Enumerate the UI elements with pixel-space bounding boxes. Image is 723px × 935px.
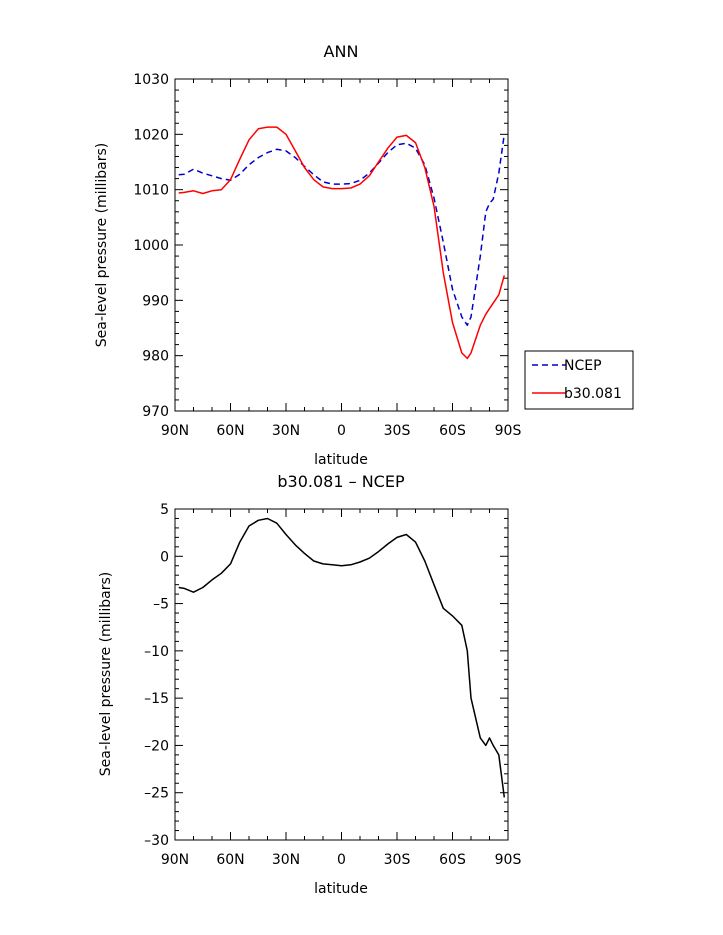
- chart-top: ANN 90N 60N 30N 0 30S 60S 90S 970 980 990 1000 1010…: [94, 42, 634, 468]
- chart-bottom: b30.081 – NCEP 90N 60N 30N 0 30S 60S 90S –30 –25…: [98, 472, 521, 897]
- bottom-y-tick-label: –25: [144, 786, 169, 802]
- top-y-tick-label: 1000: [133, 238, 169, 254]
- top-y-tick-label: 990: [142, 293, 169, 309]
- top-y-tick-label: 1020: [133, 127, 169, 143]
- bottom-chart-title: b30.081 – NCEP: [277, 472, 405, 491]
- bottom-x-axis-label: latitude: [314, 881, 368, 897]
- top-chart-title: ANN: [324, 42, 359, 61]
- bottom-x-tick-label: 60S: [439, 852, 466, 868]
- top-x-tick-label: 30N: [272, 423, 300, 439]
- bottom-y-tick-label: –5: [153, 597, 169, 613]
- bottom-y-tick-label: –30: [144, 833, 169, 849]
- legend-box: [524, 350, 634, 410]
- legend: NCEP b30.081: [524, 350, 634, 410]
- bottom-x-tick-label: 30N: [272, 852, 300, 868]
- top-x-tick-label: 60S: [439, 423, 466, 439]
- top-y-tick-label: 980: [142, 349, 169, 365]
- bottom-x-tick-label: 30S: [384, 852, 411, 868]
- top-series-line-b30-081: [178, 126, 506, 360]
- bottom-y-tick-label: –10: [144, 644, 169, 660]
- bottom-y-axis-label: Sea-level pressure (millibars): [98, 572, 114, 776]
- top-y-tick-label: 1030: [133, 72, 169, 88]
- legend-label-b30: b30.081: [564, 386, 622, 402]
- bottom-y-tick-label: 5: [160, 502, 169, 518]
- bottom-y-tick-label: –20: [144, 738, 169, 754]
- bottom-x-tick-label: 90S: [495, 852, 522, 868]
- bottom-x-tick-label: 90N: [161, 852, 189, 868]
- bottom-y-tick-label: 0: [160, 549, 169, 565]
- top-x-tick-label: 30S: [384, 423, 411, 439]
- bottom-y-tick-label: –15: [144, 691, 169, 707]
- bottom-series-line-difference: [178, 517, 506, 798]
- bottom-x-tick-label: 60N: [216, 852, 244, 868]
- top-y-tick-label: 970: [142, 404, 169, 420]
- bottom-series-lines: [178, 517, 506, 798]
- top-y-tick-label: 1010: [133, 183, 169, 199]
- top-plot-frame: [174, 78, 509, 412]
- top-x-tick-label: 90N: [161, 423, 189, 439]
- top-x-tick-label: 60N: [216, 423, 244, 439]
- bottom-x-tick-label: 0: [337, 852, 346, 868]
- legend-label-ncep: NCEP: [564, 358, 602, 374]
- top-x-axis-label: latitude: [314, 452, 368, 468]
- top-series-line-ncep: [178, 134, 506, 326]
- top-y-axis-label: Sea-level pressure (millibars): [94, 143, 110, 347]
- bottom-plot-frame: [174, 508, 509, 841]
- bottom-axis-ticks: 90N 60N 30N 0 30S 60S 90S –30 –25 –20 –15 –10 –5 0 5: [144, 502, 521, 868]
- top-series-lines: [178, 126, 506, 360]
- top-x-tick-label: 0: [337, 423, 346, 439]
- top-x-tick-label: 90S: [495, 423, 522, 439]
- top-axis-ticks: 90N 60N 30N 0 30S 60S 90S 970 980 990 1000 1010 1020…: [133, 72, 521, 439]
